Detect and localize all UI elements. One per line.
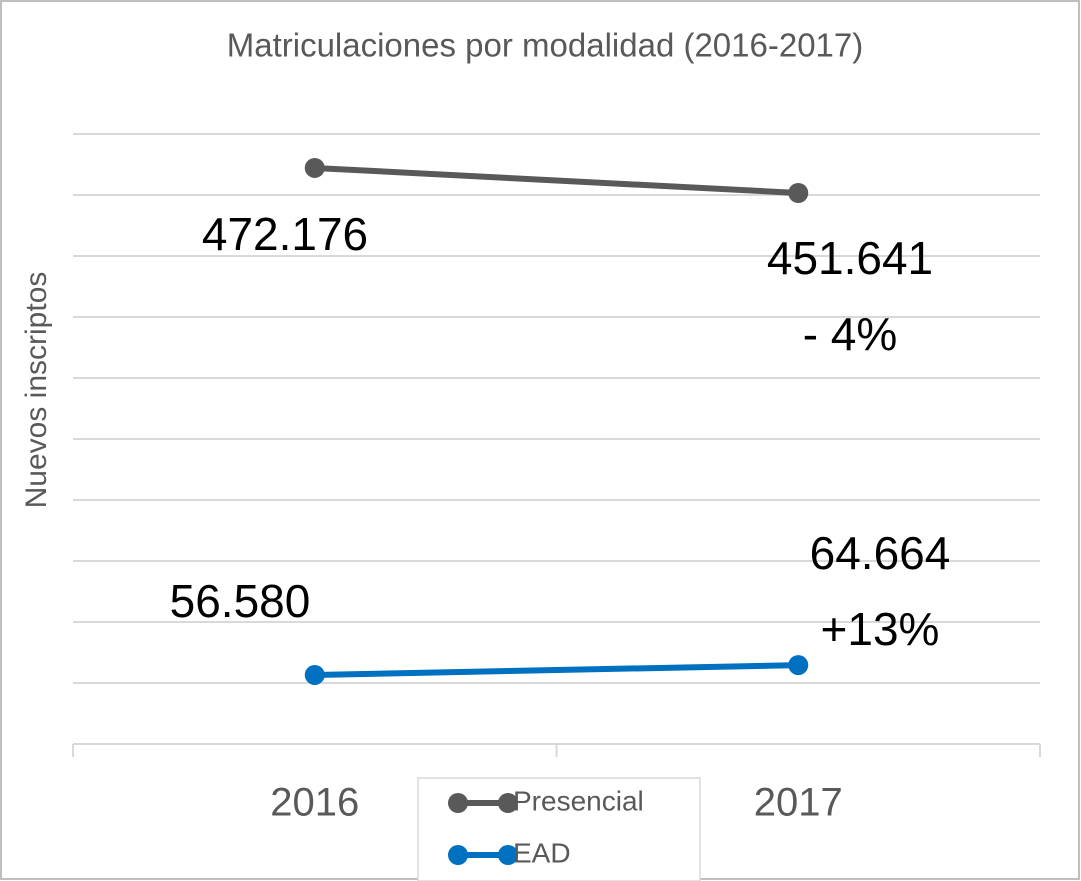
- annotation: +13%: [821, 603, 940, 655]
- legend-marker: [498, 793, 518, 813]
- data-label: 56.580: [170, 575, 311, 627]
- series-line: [314, 164, 799, 196]
- marker: [304, 664, 325, 685]
- marker: [788, 182, 809, 203]
- legend-marker: [498, 845, 518, 865]
- marker: [788, 655, 809, 676]
- data-label: 64.664: [810, 527, 951, 579]
- chart-title: Matriculaciones por modalidad (2016-2017…: [227, 27, 864, 64]
- x-tick-label: 2017: [754, 781, 843, 825]
- series-line: [314, 662, 799, 678]
- x-tick-label: 2016: [270, 781, 359, 825]
- legend-box: [417, 777, 701, 881]
- legend-label: EAD: [513, 837, 571, 868]
- data-label: 472.176: [202, 208, 368, 260]
- data-label: 451.641: [767, 232, 933, 284]
- legend-label: Presencial: [513, 785, 644, 816]
- legend-marker: [448, 793, 468, 813]
- marker: [304, 157, 325, 178]
- annotation: - 4%: [803, 308, 898, 360]
- legend-marker: [448, 845, 468, 865]
- y-axis-label: Nuevos inscriptos: [20, 272, 53, 509]
